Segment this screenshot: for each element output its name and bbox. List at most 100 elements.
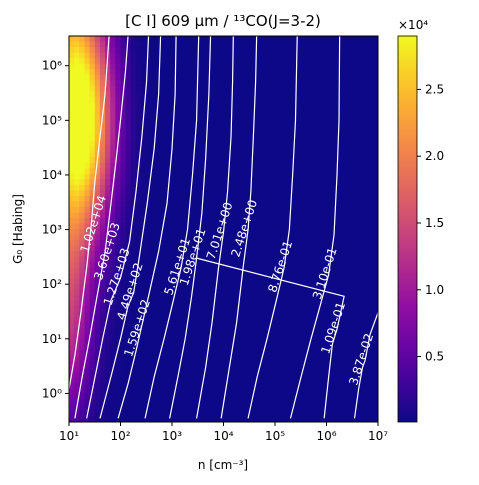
- heatmap-cell: [182, 350, 189, 357]
- heatmap-cell: [295, 361, 302, 368]
- heatmap-cell: [120, 179, 127, 186]
- heatmap-cell: [352, 372, 358, 379]
- heatmap-cell: [326, 240, 333, 247]
- heatmap-cell: [285, 251, 292, 258]
- heatmap-cell: [295, 102, 302, 109]
- heatmap-cell: [94, 135, 101, 142]
- heatmap-cell: [161, 118, 168, 125]
- heatmap-cell: [187, 146, 194, 153]
- heatmap-cell: [331, 162, 338, 169]
- heatmap-cell: [99, 273, 106, 280]
- heatmap-cell: [218, 311, 225, 318]
- heatmap-cell: [79, 344, 86, 351]
- heatmap-cell: [79, 416, 86, 422]
- heatmap-cell: [254, 140, 261, 147]
- heatmap-cell: [347, 234, 353, 241]
- heatmap-cell: [110, 217, 116, 225]
- heatmap-cell: [218, 47, 225, 54]
- heatmap-cell: [146, 245, 152, 252]
- heatmap-cell: [311, 85, 317, 92]
- heatmap-cell: [79, 190, 86, 197]
- heatmap-cell: [372, 322, 378, 329]
- heatmap-cell: [166, 410, 173, 418]
- heatmap-cell: [372, 129, 378, 136]
- heatmap-cell: [94, 206, 101, 214]
- contour-line: [86, 36, 150, 419]
- heatmap-cell: [69, 135, 75, 142]
- heatmap-cell: [336, 383, 343, 390]
- heatmap-cell: [187, 328, 194, 335]
- heatmap-cell: [367, 306, 374, 313]
- heatmap-cell: [151, 129, 158, 136]
- heatmap-cell: [321, 229, 328, 236]
- heatmap-cell: [233, 217, 240, 225]
- heatmap-cell: [172, 311, 178, 318]
- heatmap-cell: [295, 267, 302, 274]
- heatmap-cell: [177, 190, 183, 197]
- heatmap-cell: [161, 217, 168, 225]
- heatmap-cell: [316, 129, 322, 136]
- heatmap-cell: [192, 278, 199, 285]
- heatmap-cell: [367, 278, 374, 285]
- heatmap-cell: [254, 168, 261, 175]
- heatmap-cell: [120, 168, 127, 175]
- heatmap-cell: [156, 394, 163, 401]
- heatmap-cell: [233, 179, 240, 186]
- heatmap-cell: [362, 300, 369, 307]
- heatmap-cell: [285, 118, 292, 125]
- heatmap-cell: [166, 350, 173, 357]
- heatmap-cell: [156, 118, 163, 125]
- heatmap-cell: [177, 388, 183, 396]
- heatmap-cell: [264, 405, 271, 412]
- heatmap-cell: [300, 394, 307, 401]
- heatmap-cell: [311, 223, 317, 230]
- heatmap-cell: [347, 85, 353, 92]
- heatmap-cell: [135, 306, 142, 313]
- heatmap-cell: [74, 69, 80, 76]
- heatmap-cell: [238, 262, 245, 269]
- heatmap-cell: [300, 217, 307, 225]
- heatmap-cell: [254, 124, 261, 131]
- heatmap-cell: [172, 383, 178, 390]
- heatmap-cell: [182, 52, 189, 59]
- heatmap-cell: [110, 124, 116, 131]
- heatmap-cell: [316, 251, 322, 258]
- heatmap-cell: [146, 328, 152, 335]
- heatmap-cell: [105, 333, 111, 340]
- heatmap-cell: [192, 350, 199, 357]
- heatmap-cell: [99, 47, 106, 54]
- heatmap-cell: [182, 124, 189, 131]
- heatmap-cell: [228, 151, 235, 158]
- heatmap-cell: [300, 344, 307, 351]
- heatmap-cell: [177, 306, 183, 313]
- heatmap-cell: [311, 229, 317, 236]
- heatmap-cell: [141, 295, 147, 302]
- heatmap-cell: [110, 102, 116, 109]
- heatmap-cell: [151, 245, 158, 252]
- heatmap-cell: [341, 190, 348, 197]
- heatmap-cell: [74, 377, 80, 384]
- heatmap-cell: [352, 333, 358, 340]
- heatmap-cell: [372, 184, 378, 191]
- heatmap-cell: [120, 372, 127, 379]
- heatmap-cell: [362, 350, 369, 357]
- heatmap-cell: [300, 311, 307, 318]
- heatmap-cell: [69, 284, 75, 291]
- heatmap-cell: [362, 416, 369, 422]
- heatmap-cell: [130, 405, 137, 412]
- heatmap-cell: [218, 151, 225, 158]
- heatmap-cell: [156, 361, 163, 368]
- heatmap-cell: [244, 317, 250, 324]
- heatmap-cell: [105, 107, 111, 114]
- heatmap-cell: [352, 201, 358, 208]
- heatmap-cell: [238, 333, 245, 340]
- heatmap-cell: [125, 58, 132, 65]
- heatmap-cell: [130, 69, 137, 76]
- heatmap-cell: [300, 245, 307, 252]
- heatmap-cell: [259, 251, 266, 258]
- heatmap-cell: [156, 157, 163, 164]
- heatmap-cell: [311, 273, 317, 280]
- heatmap-cell: [146, 151, 152, 158]
- heatmap-cell: [362, 234, 369, 241]
- heatmap-cell: [202, 388, 209, 396]
